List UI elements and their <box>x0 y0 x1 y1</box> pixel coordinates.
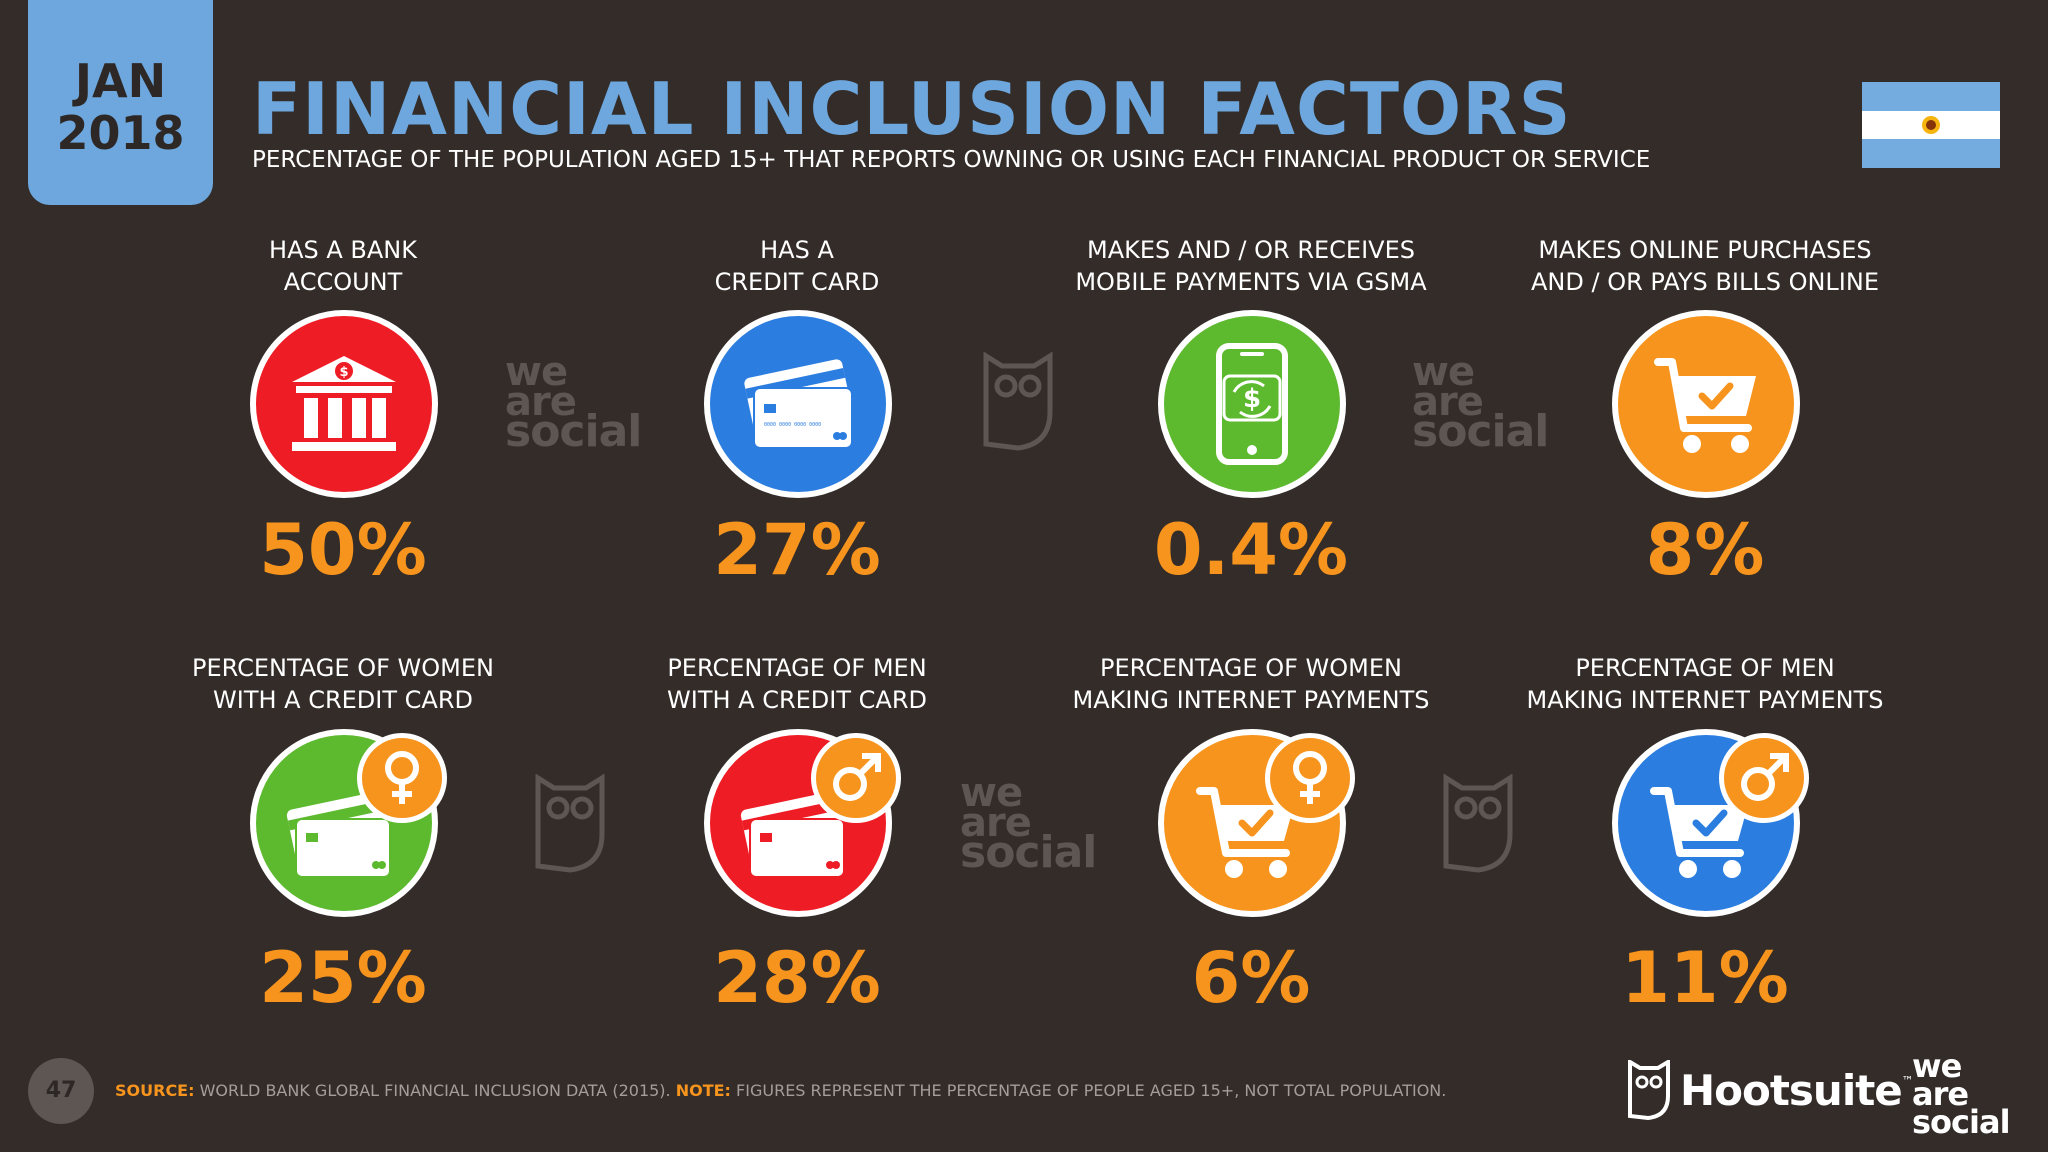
stat-label: HAS A CREDIT CARD <box>714 236 880 296</box>
stat-value: 8% <box>1645 509 1765 591</box>
male-symbol-icon <box>1719 733 1809 823</box>
trademark: ™ <box>1901 1074 1914 1088</box>
note-text: FIGURES REPRESENT THE PERCENTAGE OF PEOP… <box>730 1081 1447 1100</box>
stat-online-purchases: MAKES ONLINE PURCHASES AND / OR PAYS BIL… <box>1495 234 1915 298</box>
owl-icon <box>1628 1060 1670 1120</box>
stat-label: HAS A BANK ACCOUNT <box>269 236 417 296</box>
source-text: WORLD BANK GLOBAL FINANCIAL INCLUSION DA… <box>194 1081 676 1100</box>
stat-women-internet-payments: PERCENTAGE OF WOMEN MAKING INTERNET PAYM… <box>1041 652 1461 716</box>
stat-label: PERCENTAGE OF MEN MAKING INTERNET PAYMEN… <box>1526 654 1884 714</box>
source-note: SOURCE: WORLD BANK GLOBAL FINANCIAL INCL… <box>115 1080 1446 1102</box>
page-subtitle: PERCENTAGE OF THE POPULATION AGED 15+ TH… <box>252 147 1651 173</box>
stat-label: PERCENTAGE OF MEN WITH A CREDIT CARD <box>667 654 927 714</box>
shopping-cart-icon <box>1612 310 1800 498</box>
mobile-payment-icon: $ <box>1158 310 1346 498</box>
we-are-social-watermark: we are social <box>505 349 642 457</box>
stat-value: 6% <box>1191 937 1311 1019</box>
stat-value: 25% <box>259 937 427 1019</box>
male-symbol-icon <box>811 733 901 823</box>
card-number-text: 0000 0000 0000 0000 <box>764 422 821 428</box>
stat-label: MAKES AND / OR RECEIVES MOBILE PAYMENTS … <box>1075 236 1427 296</box>
argentina-flag-icon <box>1862 82 2000 168</box>
stat-value: 0.4% <box>1153 509 1349 591</box>
owl-icon <box>983 352 1053 451</box>
owl-icon <box>1443 774 1513 873</box>
credit-card-icon: 0000 0000 0000 0000 <box>704 310 892 498</box>
date-tab: JAN 2018 <box>28 0 213 205</box>
page-number: 47 <box>28 1058 94 1124</box>
hootsuite-logo: Hootsuite ™ <box>1628 1060 1914 1120</box>
date-month: JAN <box>74 53 167 108</box>
owl-icon <box>535 774 605 873</box>
stat-value: 11% <box>1621 937 1789 1019</box>
bank-icon: $ <box>250 310 438 498</box>
date-year: 2018 <box>56 105 185 160</box>
we-are-social-watermark: we are social <box>960 770 1097 878</box>
stat-label: MAKES ONLINE PURCHASES AND / OR PAYS BIL… <box>1531 236 1879 296</box>
stat-value: 27% <box>713 509 881 591</box>
svg-text:$: $ <box>339 365 348 380</box>
we-are-social-watermark: we are social <box>1412 349 1549 457</box>
female-symbol-icon <box>1265 733 1355 823</box>
stat-credit-card: HAS A CREDIT CARD <box>587 234 1007 298</box>
hootsuite-wordmark: Hootsuite <box>1680 1065 1903 1115</box>
note-label: NOTE: <box>675 1081 731 1100</box>
svg-text:$: $ <box>1243 384 1261 414</box>
stat-mobile-payments: MAKES AND / OR RECEIVES MOBILE PAYMENTS … <box>1041 234 1461 298</box>
stat-men-credit-card: PERCENTAGE OF MEN WITH A CREDIT CARD <box>587 652 1007 716</box>
female-symbol-icon <box>357 733 447 823</box>
stat-label: PERCENTAGE OF WOMEN MAKING INTERNET PAYM… <box>1072 654 1430 714</box>
source-label: SOURCE: <box>115 1081 195 1100</box>
page-title: FINANCIAL INCLUSION FACTORS <box>252 67 1572 151</box>
stat-label: PERCENTAGE OF WOMEN WITH A CREDIT CARD <box>192 654 494 714</box>
stat-women-credit-card: PERCENTAGE OF WOMEN WITH A CREDIT CARD <box>133 652 553 716</box>
stat-value: 28% <box>713 937 881 1019</box>
stat-bank-account: HAS A BANK ACCOUNT <box>133 234 553 298</box>
we-are-social-logo: we are social <box>1912 1047 2011 1141</box>
stat-men-internet-payments: PERCENTAGE OF MEN MAKING INTERNET PAYMEN… <box>1495 652 1915 716</box>
stat-value: 50% <box>259 509 427 591</box>
